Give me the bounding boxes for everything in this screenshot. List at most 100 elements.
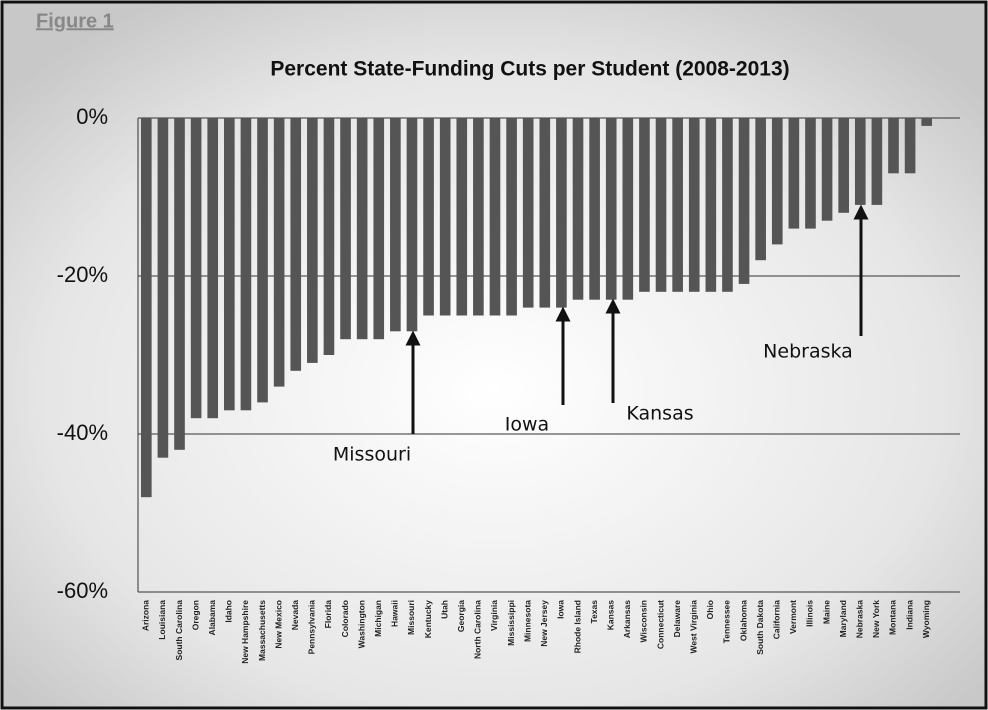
bar [705, 118, 717, 292]
bar [157, 118, 169, 458]
bar [722, 118, 733, 292]
figure-label: Figure 1 [36, 10, 114, 32]
bar [539, 118, 551, 308]
bar [904, 118, 916, 174]
bar [290, 118, 302, 371]
annotation: Missouri [333, 444, 411, 466]
bar [190, 118, 202, 419]
x-tick-label: Kentucky [423, 600, 433, 639]
x-tick-label: Michigan [373, 600, 383, 637]
bar [871, 118, 883, 205]
bar [373, 118, 385, 340]
x-tick-label: Idaho [224, 600, 234, 623]
bar [307, 118, 318, 363]
bar [672, 118, 683, 292]
x-tick-label: Maine [821, 600, 831, 624]
x-tick-label: Mississippi [506, 600, 516, 646]
bar [473, 118, 484, 316]
x-tick-label: Maryland [838, 600, 848, 637]
y-tick-label: 0% [76, 104, 108, 129]
bar [273, 118, 285, 387]
bar [522, 118, 534, 308]
bar [456, 118, 468, 316]
bar [888, 118, 899, 174]
bar [323, 118, 335, 355]
bar [639, 118, 650, 292]
x-tick-label: Rhode Island [572, 600, 582, 653]
x-tick-label: New Jersey [539, 600, 549, 647]
x-tick-label: New Hampshire [240, 600, 250, 664]
y-tick-label: -20% [57, 262, 108, 287]
x-tick-label: Georgia [456, 600, 466, 632]
bar [738, 118, 750, 284]
x-tick-label: South Carolina [174, 600, 184, 661]
annotation: Kansas [626, 403, 693, 425]
x-tick-label: Florida [323, 600, 333, 629]
bar [423, 118, 434, 316]
x-tick-label: Washington [356, 600, 366, 648]
bar [406, 118, 418, 332]
chart-title: Percent State-Funding Cuts per Student (… [270, 58, 789, 81]
x-tick-label: North Carolina [473, 600, 483, 659]
bar [605, 118, 617, 300]
bar [356, 118, 368, 340]
x-tick-label: Pennsylvania [307, 600, 317, 655]
x-tick-label: Ohio [705, 600, 715, 619]
bar [921, 118, 933, 126]
x-tick-label: Arkansas [622, 600, 632, 639]
x-tick-label: Wisconsin [639, 600, 649, 642]
x-tick-label: Oklahoma [738, 600, 748, 641]
x-tick-label: Indiana [904, 600, 914, 630]
x-tick-label: Missouri [406, 600, 416, 635]
x-tick-label: South Dakota [755, 600, 765, 655]
bar [805, 118, 816, 229]
bar [655, 118, 667, 292]
x-tick-label: Hawaii [390, 600, 400, 627]
bar [240, 118, 252, 411]
bar [572, 118, 584, 300]
x-tick-label: Nebraska [855, 600, 865, 639]
x-tick-label: Connecticut [655, 600, 665, 649]
bar [556, 118, 567, 308]
x-tick-label: Oregon [190, 600, 200, 630]
x-tick-label: Alabama [207, 600, 217, 636]
x-tick-label: Vermont [788, 600, 798, 634]
x-tick-label: Texas [589, 600, 599, 624]
x-tick-label: Wyoming [921, 600, 931, 638]
x-tick-label: Colorado [340, 600, 350, 637]
x-tick-label: Arizona [141, 600, 151, 631]
bar [340, 118, 351, 340]
bar [771, 118, 783, 245]
x-tick-label: Kansas [605, 600, 615, 631]
x-tick-label: Nevada [290, 600, 300, 631]
x-tick-label: Illinois [805, 600, 815, 627]
bar [224, 118, 235, 411]
bar [755, 118, 766, 261]
x-tick-label: New Mexico [273, 600, 283, 649]
bar [854, 118, 866, 205]
x-tick-label: Minnesota [522, 600, 532, 642]
x-tick-label: Massachusetts [257, 600, 267, 661]
bar [489, 118, 501, 316]
x-tick-label: Utah [439, 600, 449, 619]
x-tick-label: Montana [888, 600, 898, 635]
x-tick-label: Tennessee [722, 600, 732, 644]
x-tick-label: Iowa [556, 600, 566, 619]
bar [140, 118, 152, 498]
x-tick-label: Virginia [489, 600, 499, 631]
annotation: Iowa [505, 414, 549, 436]
bar [821, 118, 833, 221]
bar [390, 118, 401, 332]
annotation: Nebraska [763, 341, 853, 363]
x-tick-label: West Virginia [688, 600, 698, 654]
bar [207, 118, 219, 419]
bar [257, 118, 268, 403]
bar [688, 118, 700, 292]
y-tick-label: -60% [57, 578, 108, 603]
y-tick-label: -40% [57, 420, 108, 445]
bar [589, 118, 600, 300]
bar [506, 118, 517, 316]
bar [174, 118, 185, 450]
x-tick-label: New York [871, 600, 881, 638]
